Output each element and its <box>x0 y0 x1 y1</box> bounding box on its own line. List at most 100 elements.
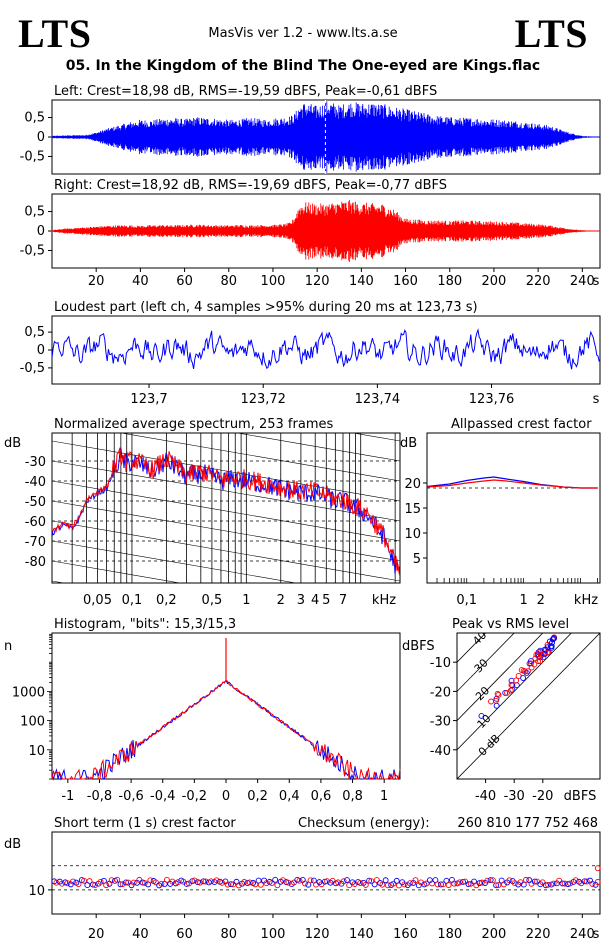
spectrum-xtick-label: 4 <box>311 593 319 608</box>
short_term_crest-right-point <box>252 881 259 888</box>
short_term_crest-left-point <box>437 881 444 888</box>
short_term_crest-right-point <box>191 877 198 884</box>
short_term_crest-right-point <box>235 882 242 889</box>
short_term_crest-right-point <box>589 880 596 887</box>
short_term_crest-right-point <box>175 879 181 886</box>
short_term_crest-right-point <box>335 879 342 886</box>
loudest_part-title: Loudest part (left ch, 4 samples >95% du… <box>54 300 478 315</box>
short_term_crest-right-point <box>478 879 485 886</box>
short_term_crest-right-point <box>130 879 137 886</box>
short_term_crest-left-point <box>559 880 566 887</box>
histogram-xtick-label: -0,4 <box>150 789 175 804</box>
short_term_crest-left-point <box>139 879 146 886</box>
peak_vs_rms-point <box>488 698 494 705</box>
short_term_crest-right-point <box>429 880 436 887</box>
left_waveform-ytick-label: -0,5 <box>20 149 45 164</box>
short_term_crest-right-point <box>92 882 99 888</box>
allpass_crest-ytick-label: 5 <box>413 552 421 567</box>
peak_vs_rms-ref-line <box>457 633 600 779</box>
short_term_crest-xtick-label: 140 <box>349 927 374 942</box>
short_term_crest-right-point <box>163 876 170 883</box>
histogram-xtick-label: -0,8 <box>87 789 112 804</box>
peak_vs_rms-point <box>478 712 485 719</box>
short_term_crest-right-point <box>208 878 215 885</box>
short_term_crest-left-point <box>520 881 527 888</box>
peak_vs_rms-ref-line <box>457 633 572 751</box>
peak_vs_rms-point <box>537 649 543 655</box>
short_term_crest-right-point <box>445 882 452 888</box>
short_term_crest-left-point <box>123 879 129 886</box>
short_term_crest-right-point <box>362 881 369 888</box>
short_term_crest-right-point <box>257 881 264 888</box>
short_term_crest-right-point <box>119 881 126 888</box>
peak_vs_rms-point <box>526 660 533 667</box>
allpass_crest-frame <box>426 432 601 584</box>
spectrum-ytick-label: -60 <box>25 515 46 530</box>
loudest_part-xtick-label: 123,76 <box>469 392 515 407</box>
left_waveform-ytick-label: 0 <box>37 130 45 145</box>
spectrum-xtick-label: 0,5 <box>202 593 223 608</box>
peak_vs_rms-xtick-label: -30 <box>504 789 525 804</box>
spectrum-xunit: kHz <box>372 593 396 608</box>
short_term_crest-right-point <box>434 881 441 888</box>
short_term_crest-right-point <box>484 877 491 884</box>
histogram-ytick-label: 100 <box>20 715 45 730</box>
allpass_crest-ytick-label: 15 <box>404 502 421 517</box>
short_term_crest-right-point <box>324 878 331 885</box>
spectrum-slope-line <box>52 580 66 583</box>
right_waveform-xtick-label: 120 <box>305 274 330 289</box>
short_term_crest-xtick-label: 40 <box>132 927 149 942</box>
histogram-xtick-label: 0,2 <box>247 789 268 804</box>
spectrum-xtick-label: 0,2 <box>156 593 177 608</box>
short_term_crest-right-point <box>594 865 601 872</box>
allpass_crest-ytick-label: 20 <box>404 477 421 492</box>
peak_vs_rms-ref-label: 30 <box>472 656 491 675</box>
left_waveform-ytick-label: 0,5 <box>24 111 45 126</box>
allpass_crest-left-curve <box>426 476 598 489</box>
right_waveform-ytick-label: 0,5 <box>24 205 45 220</box>
short_term_crest-right-point <box>197 879 203 886</box>
short_term_crest-left-point <box>194 879 201 886</box>
right_waveform-xtick-label: 140 <box>349 274 374 289</box>
short_term_crest-left-point <box>581 878 588 885</box>
spectrum-title: Normalized average spectrum, 253 frames <box>54 417 333 432</box>
short_term_crest-right-point <box>285 879 292 886</box>
peak_vs_rms-ref-line <box>457 633 487 663</box>
spectrum-ytick-label: -30 <box>25 455 46 470</box>
short_term_crest-left-point <box>460 878 466 885</box>
spectrum-ytick-label: -80 <box>25 555 46 570</box>
short_term_crest-right-point <box>489 877 496 884</box>
short_term_crest-right-point <box>108 877 115 884</box>
spectrum-xtick-label: 3 <box>297 593 305 608</box>
short_term_crest-right-point <box>440 881 447 888</box>
allpass_crest-ylabel: dB <box>400 436 417 451</box>
version-label: MasVis ver 1.2 - www.lts.a.se <box>208 26 398 41</box>
allpass_crest-right-curve <box>426 479 598 489</box>
histogram-ylabel: n <box>4 639 12 654</box>
short_term_crest-ylabel: dB <box>4 837 21 852</box>
peak_vs_rms-title: Peak vs RMS level <box>452 617 569 632</box>
right_waveform-xtick-label: 40 <box>132 274 149 289</box>
short_term_crest-right-point <box>550 880 557 887</box>
peak_vs_rms-point <box>508 677 515 684</box>
short_term_crest-right-point <box>141 880 148 886</box>
short_term_crest-left-point <box>200 878 207 885</box>
short_term_crest-left-point <box>89 881 96 888</box>
short_term_crest-right-point <box>114 876 121 883</box>
spectrum-xtick-label: 1 <box>242 593 250 608</box>
spectrum-slope-line <box>52 460 400 522</box>
spectrum-slope-line <box>52 480 400 542</box>
left_waveform-title: Left: Crest=18,98 dB, RMS=-19,59 dBFS, P… <box>54 84 437 99</box>
peak_vs_rms-xtick-label: -20 <box>532 789 553 804</box>
short_term_crest-right-point <box>401 881 408 888</box>
short_term_crest-right-point <box>379 881 386 888</box>
logo-left: LTS <box>18 11 92 56</box>
short_term_crest-right-point <box>268 880 275 887</box>
short_term_crest-left-point <box>382 877 389 884</box>
short_term_crest-right-point <box>346 882 353 889</box>
short_term_crest-right-point <box>523 876 529 883</box>
short_term_crest-right-point <box>152 879 159 886</box>
peak_vs_rms-point <box>535 658 542 665</box>
spectrum-slope-line <box>52 520 400 582</box>
